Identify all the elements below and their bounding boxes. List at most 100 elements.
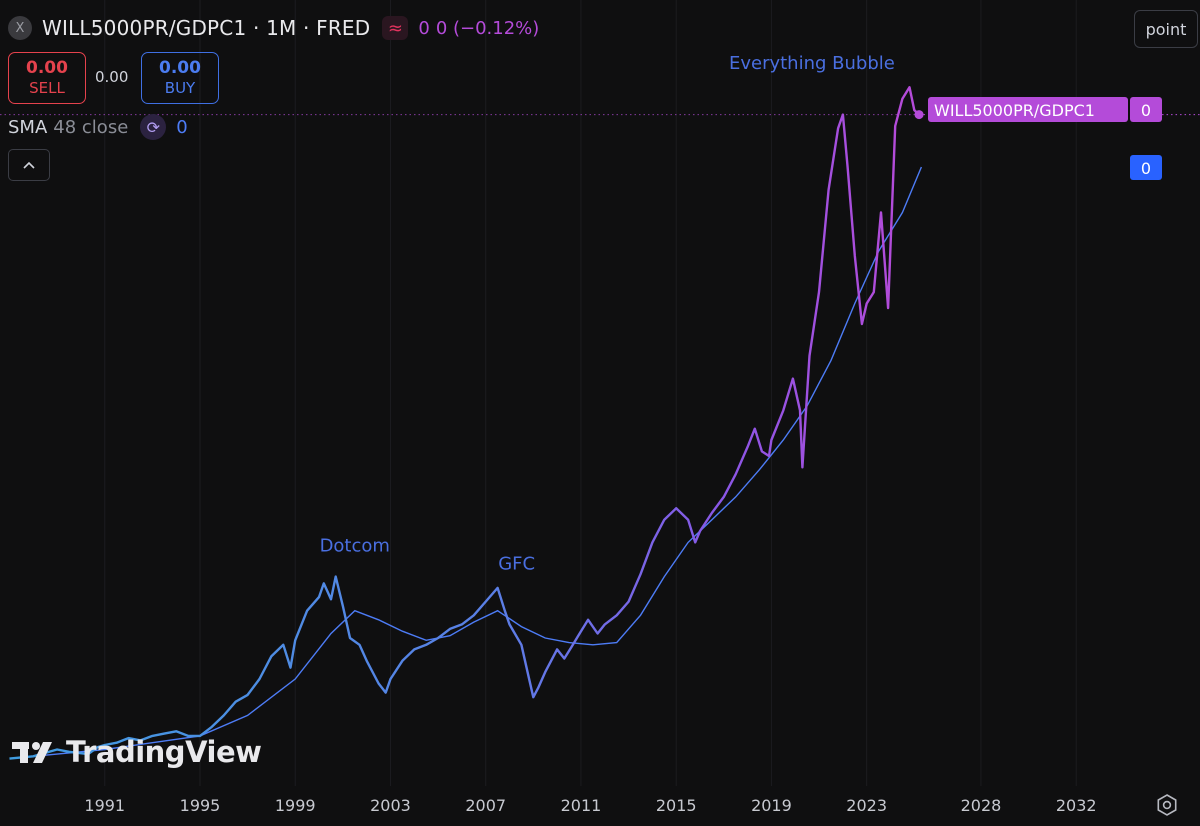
sma-price-label-value: 0 xyxy=(1141,159,1151,178)
sma-point xyxy=(402,630,403,631)
main-series-point xyxy=(413,648,415,650)
sma-point xyxy=(521,626,522,627)
indicator-legend: SMA 48 close ⟳ 0 xyxy=(8,114,188,140)
main-series-point xyxy=(735,473,737,475)
main-series-point xyxy=(271,655,273,657)
series-style-button[interactable]: ≈ xyxy=(382,16,409,40)
main-series-point xyxy=(818,291,820,293)
sma-point xyxy=(497,610,498,611)
main-series-point xyxy=(318,596,320,598)
main-series-point xyxy=(282,644,284,646)
main-price-label-name: WILL5000PR/GDPC1 xyxy=(934,101,1095,120)
sma-point xyxy=(473,621,474,622)
x-tick-label: 1995 xyxy=(180,796,221,815)
main-series-point xyxy=(349,637,351,639)
chart-settings-button[interactable] xyxy=(1154,792,1180,818)
main-series-point xyxy=(342,605,344,607)
main-series-point xyxy=(792,378,794,380)
main-series-point xyxy=(640,573,642,575)
main-series-point xyxy=(604,623,606,625)
main-series-point xyxy=(449,628,451,630)
sma-point xyxy=(878,250,879,251)
main-series-point xyxy=(694,542,696,544)
main-series-point xyxy=(761,451,763,453)
sma-point xyxy=(783,439,784,440)
x-tick-label: 1999 xyxy=(275,796,316,815)
indicator-value: 0 xyxy=(176,116,188,138)
sma-point xyxy=(687,542,688,543)
annotation-layer: Dotcom GFC Everything Bubble xyxy=(320,53,895,575)
sell-value: 0.00 xyxy=(26,58,68,78)
main-series-point xyxy=(663,519,665,521)
sma-price-label[interactable]: 0 xyxy=(1130,155,1162,180)
main-series-point xyxy=(909,86,911,88)
x-tick-label: 2003 xyxy=(370,796,411,815)
buy-button[interactable]: 0.00 BUY xyxy=(141,52,219,104)
sma-point xyxy=(330,633,331,634)
wave-icon: ≈ xyxy=(387,17,403,39)
indicator-name[interactable]: SMA xyxy=(8,116,48,138)
main-series-point xyxy=(754,428,756,430)
main-series-point xyxy=(425,644,427,646)
annotation-label[interactable]: Everything Bubble xyxy=(729,53,895,74)
annotation-label[interactable]: GFC xyxy=(498,554,535,575)
change-value: 0 (−0.12%) xyxy=(435,17,540,39)
annotation-label[interactable]: Dotcom xyxy=(320,536,390,557)
sma-point xyxy=(854,303,855,304)
x-axis-background xyxy=(0,786,1200,826)
sma-point xyxy=(664,576,665,577)
main-series-point xyxy=(461,623,463,625)
main-series-point xyxy=(485,601,487,603)
main-series-point xyxy=(771,439,773,441)
main-series-point xyxy=(330,598,332,600)
sma-point xyxy=(378,619,379,620)
main-price-label[interactable]: WILL5000PR/GDPC1 0 xyxy=(928,97,1162,122)
point-mode-button[interactable]: point xyxy=(1134,10,1198,48)
main-series-point xyxy=(901,98,903,100)
symbol-title[interactable]: WILL5000PR/GDPC1 · 1M · FRED xyxy=(42,16,371,40)
main-series-point xyxy=(385,692,387,694)
main-series-point xyxy=(175,730,177,732)
main-series-point xyxy=(378,683,380,685)
remove-series-button[interactable]: X xyxy=(8,16,32,40)
sma-point xyxy=(616,642,617,643)
buy-label: BUY xyxy=(164,79,196,97)
main-series-point xyxy=(504,610,506,612)
sma-line xyxy=(9,166,923,760)
main-series-point xyxy=(675,507,677,509)
main-series-point xyxy=(809,355,811,357)
grid-lines xyxy=(104,0,1077,786)
sell-button[interactable]: 0.00 SELL xyxy=(8,52,86,104)
main-series-point xyxy=(473,614,475,616)
price-labels: WILL5000PR/GDPC1 0 0 xyxy=(928,97,1162,180)
main-series-point xyxy=(563,658,565,660)
x-tick-label: 2019 xyxy=(751,796,792,815)
main-series-point xyxy=(211,726,213,728)
main-series-point xyxy=(401,660,403,662)
sma-point xyxy=(425,640,426,641)
main-series-point xyxy=(747,446,749,448)
sma-point xyxy=(568,642,569,643)
indicator-loading-button[interactable]: ⟳ xyxy=(140,114,167,140)
x-tick-label: 2023 xyxy=(846,796,887,815)
main-series-point xyxy=(616,614,618,616)
main-series-point xyxy=(828,189,830,191)
main-series-point xyxy=(711,512,713,514)
buy-value: 0.00 xyxy=(159,58,201,78)
last-value: 0 xyxy=(418,17,430,39)
x-tick-label: 1991 xyxy=(84,796,125,815)
main-series-point xyxy=(532,696,534,698)
main-series-point xyxy=(528,676,530,678)
main-series-point xyxy=(544,671,546,673)
main-series-point xyxy=(223,714,225,716)
main-series-point xyxy=(509,623,511,625)
x-tick-label: 2011 xyxy=(561,796,602,815)
main-series-point xyxy=(866,303,868,305)
x-tick-label: 2032 xyxy=(1056,796,1097,815)
chart-header: X WILL5000PR/GDPC1 · 1M · FRED ≈ 0 0 (−0… xyxy=(8,12,539,44)
main-series-point xyxy=(873,291,875,293)
collapse-legend-button[interactable] xyxy=(8,149,50,181)
main-series-point xyxy=(323,582,325,584)
main-series-point xyxy=(687,519,689,521)
